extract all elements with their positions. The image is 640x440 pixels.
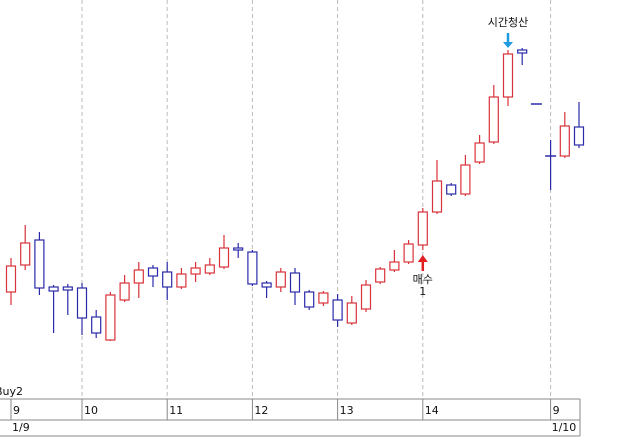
candle-body [119,282,130,301]
candle-body [105,294,116,341]
candle-body [133,269,144,284]
candle-body [34,239,45,289]
candle-body [76,287,88,319]
candle-body [289,272,301,293]
candle-body [502,53,514,98]
date-label: 1/9 [12,421,30,434]
signal-label: 시간청산 [488,16,528,29]
candle-body [559,125,570,157]
candle-body [431,180,443,213]
candle-body [147,267,159,277]
candle-body [360,284,372,310]
signal-arrow-head [503,42,513,48]
date-label: 1/10 [552,421,577,434]
candle-body [488,96,499,143]
x-tick-label: 11 [169,404,183,417]
candle-body [162,271,173,288]
candle-body [91,316,102,334]
x-tick-label: 14 [425,404,439,417]
signal-label: 1 [419,285,426,298]
x-tick-label: 9 [13,404,20,417]
candle-body [176,273,187,288]
candle-body [247,251,258,285]
signal-arrow-head [417,255,428,262]
x-tick-label: 10 [84,404,98,417]
candle-body [190,267,201,275]
candle-body [573,126,585,146]
candle-body [446,184,457,195]
signal-label: 매수 [413,273,433,286]
candle-body [403,243,414,263]
candle-body [375,268,386,283]
candle-body [318,292,329,304]
candle-body [233,247,244,251]
x-tick-label: 13 [340,404,354,417]
indicator-label: Buy2 [0,385,23,398]
candle-body [20,242,31,266]
candle-body [204,264,215,274]
candle-body [304,291,315,308]
candle-body [62,286,73,291]
candle-body [48,286,59,292]
candle-body [460,164,471,195]
candle-body [346,302,357,324]
candle-body [275,271,286,288]
candle-body [517,49,528,54]
x-tick-label: 12 [254,404,268,417]
candle-body [218,247,230,268]
candle-body [332,299,343,321]
candle-body [261,282,272,288]
candle-body [5,265,17,293]
x-tick-label: 9 [553,404,560,417]
candle-body [389,261,400,271]
candle-body [417,211,428,246]
candle-body [474,142,485,163]
